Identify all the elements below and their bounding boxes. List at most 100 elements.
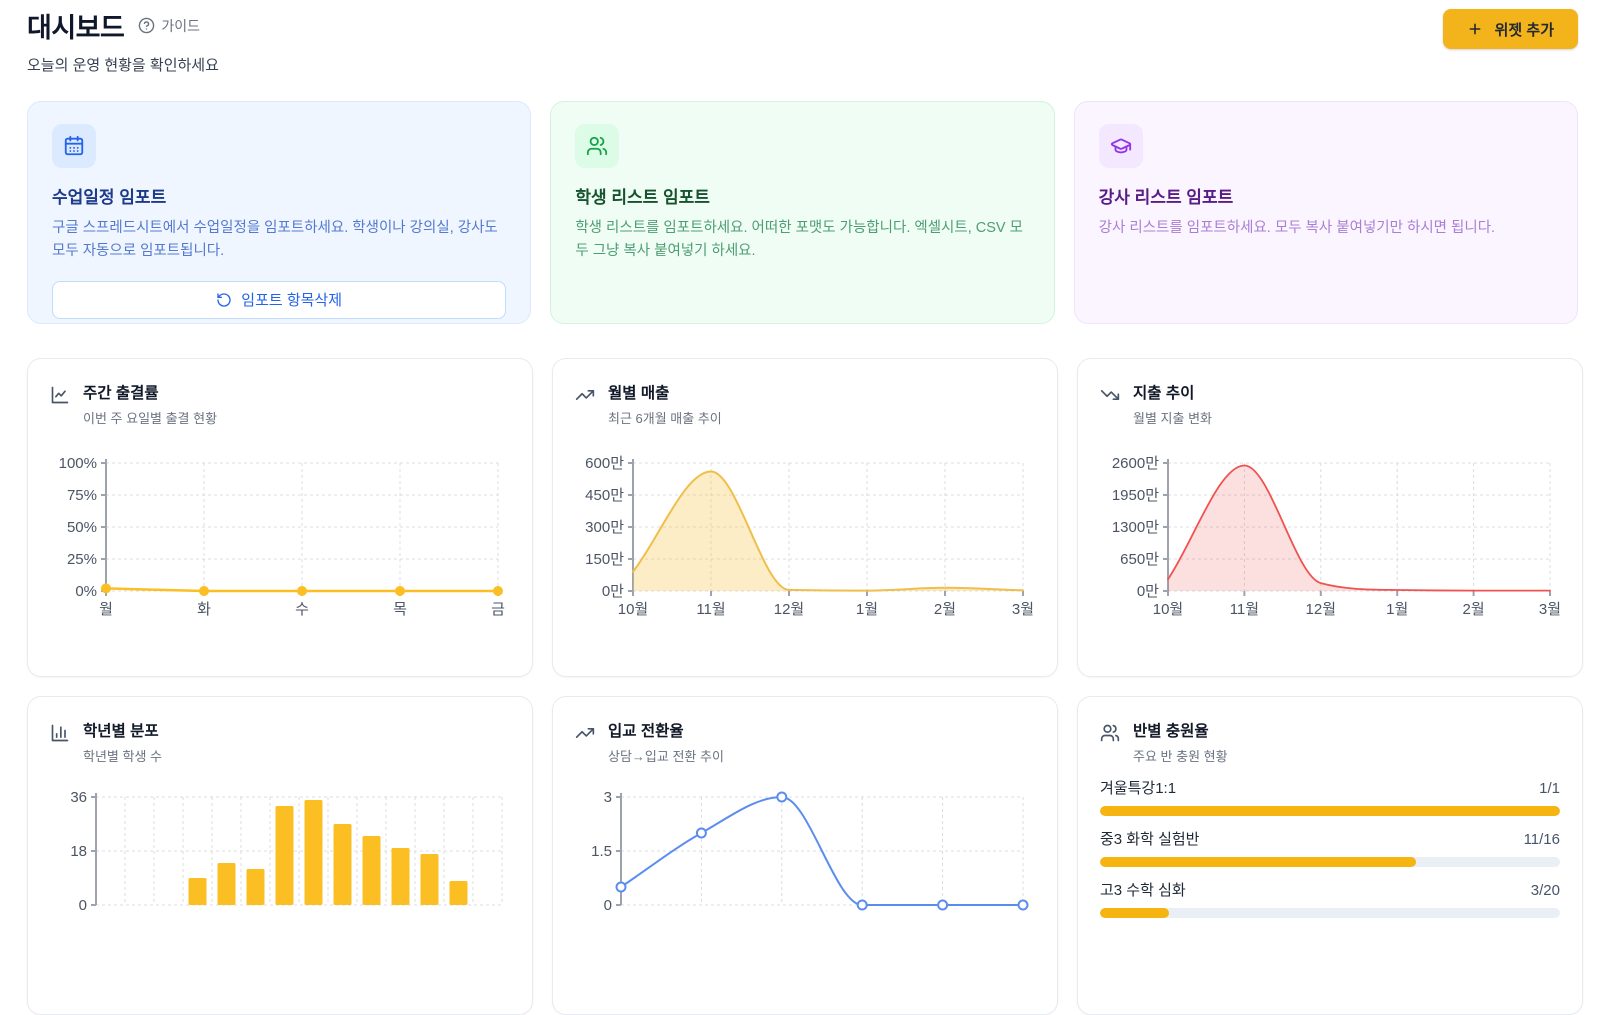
svg-text:3월: 3월 xyxy=(1012,601,1034,618)
trending-up-icon xyxy=(575,728,595,738)
svg-text:1월: 1월 xyxy=(1386,601,1408,618)
chart-card-expense-trend: 지출 추이 월별 지출 변화 0만 650만 1300만 1950만 2600만 10월 1… xyxy=(1077,358,1583,677)
plus-icon xyxy=(1469,23,1481,35)
svg-text:75%: 75% xyxy=(67,487,97,504)
svg-text:11월: 11월 xyxy=(1230,601,1259,618)
fill-rate-value: 3/20 xyxy=(1530,882,1560,899)
svg-text:2월: 2월 xyxy=(934,601,956,618)
svg-text:0만: 0만 xyxy=(1137,583,1159,600)
svg-text:0%: 0% xyxy=(75,583,97,600)
svg-text:12월: 12월 xyxy=(774,601,805,618)
chart-title: 지출 추이 xyxy=(1133,385,1195,402)
svg-text:50%: 50% xyxy=(67,519,97,536)
add-widget-button[interactable]: 위젯 추가 xyxy=(1442,9,1578,49)
svg-text:3: 3 xyxy=(604,789,612,806)
chart-title: 학년별 분포 xyxy=(83,723,159,740)
svg-text:300만: 300만 xyxy=(585,519,624,536)
fill-rate-value: 11/16 xyxy=(1523,831,1560,848)
svg-text:12월: 12월 xyxy=(1306,601,1337,618)
svg-text:화: 화 xyxy=(197,601,211,618)
svg-text:10월: 10월 xyxy=(618,601,649,618)
progress-bar-fill xyxy=(1100,806,1560,816)
progress-bar-fill xyxy=(1100,908,1169,918)
chart-subtitle: 이번 주 요일별 출결 현황 xyxy=(83,411,218,426)
page-subtitle: 오늘의 운영 현황을 확인하세요 xyxy=(27,57,219,74)
weekly-attendance-chart: 0% 25% 50% 75% 100% 월 화 수 목 금 xyxy=(59,455,505,618)
grade-distribution-chart: 0 18 36 xyxy=(70,789,503,914)
line-chart-icon xyxy=(51,386,69,404)
chart-subtitle: 최근 6개월 매출 추이 xyxy=(608,411,722,426)
svg-text:0만: 0만 xyxy=(602,583,624,600)
chart-title: 월별 매출 xyxy=(608,385,670,402)
page-title: 대시보드 xyxy=(27,13,125,43)
svg-text:150만: 150만 xyxy=(585,551,624,568)
svg-text:금: 금 xyxy=(491,601,505,618)
page-header: 대시보드 가이드 오늘의 운영 현황을 확인하세요 위젯 추가 xyxy=(27,6,1578,75)
svg-text:목: 목 xyxy=(393,601,407,618)
chart-card-conversion-rate: 입교 전환율 상담→입교 전환 추이 0 1.5 3 xyxy=(552,696,1058,1015)
svg-text:100%: 100% xyxy=(59,455,97,472)
import-card-description: 강사 리스트를 임포트하세요. 모두 복사 붙여넣기만 하시면 됩니다. xyxy=(1098,220,1496,236)
import-card-description: 학생 리스트를 임포트하세요. 어떠한 포맷도 가능합니다. 엑셀시트, CSV… xyxy=(575,220,1023,260)
guide-link[interactable]: 가이드 xyxy=(138,16,200,36)
bar-chart-icon xyxy=(51,724,69,742)
chart-title: 반별 충원율 xyxy=(1133,723,1209,740)
users-icon xyxy=(1100,724,1120,742)
svg-text:월: 월 xyxy=(99,601,113,618)
graduation-cap-icon xyxy=(1098,124,1143,168)
svg-text:25%: 25% xyxy=(67,551,97,568)
chart-title: 입교 전환율 xyxy=(608,723,684,740)
svg-text:1300만: 1300만 xyxy=(1112,519,1159,536)
import-card-description: 구글 스프레드시트에서 수업일정을 임포트하세요. 학생이나 강의실, 강사도 … xyxy=(52,220,498,260)
import-card-students: 학생 리스트 임포트 학생 리스트를 임포트하세요. 어떠한 포맷도 가능합니다… xyxy=(550,101,1055,324)
fill-rate-row: 고3 수학 심화 3/20 xyxy=(1100,879,1560,918)
svg-text:18: 18 xyxy=(70,843,87,860)
chart-subtitle: 주요 반 충원 현황 xyxy=(1133,749,1228,764)
svg-text:0: 0 xyxy=(79,897,87,914)
delete-import-items-button[interactable]: 임포트 항목삭제 xyxy=(52,280,507,319)
svg-text:450만: 450만 xyxy=(585,487,624,504)
trending-down-icon xyxy=(1100,390,1120,400)
monthly-sales-chart: 0만 150만 300만 450만 600만 10월 11월 12월 1월 2월 3월 xyxy=(585,455,1034,618)
chart-subtitle: 월별 지출 변화 xyxy=(1133,411,1212,426)
import-card-title: 학생 리스트 임포트 xyxy=(575,188,710,207)
calendar-icon xyxy=(52,124,96,168)
users-icon xyxy=(575,124,620,168)
svg-text:1950만: 1950만 xyxy=(1112,487,1159,504)
class-name: 겨울특강1:1 xyxy=(1100,780,1177,797)
class-name: 고3 수학 심화 xyxy=(1100,882,1186,899)
guide-label: 가이드 xyxy=(161,17,201,34)
svg-text:1.5: 1.5 xyxy=(591,843,612,860)
class-name: 중3 화학 실험반 xyxy=(1100,831,1200,848)
import-card-schedule: 수업일정 임포트 구글 스프레드시트에서 수업일정을 임포트하세요. 학생이나 … xyxy=(27,101,532,324)
fill-rate-list: 겨울특강1:1 1/1 중3 화학 실험반 11/16 고3 수학 심화 3/2… xyxy=(1100,777,1560,918)
svg-text:3월: 3월 xyxy=(1539,601,1560,618)
svg-text:10월: 10월 xyxy=(1153,601,1184,618)
svg-text:600만: 600만 xyxy=(585,455,624,472)
svg-text:0: 0 xyxy=(604,897,612,914)
chart-card-weekly-attendance: 주간 출결률 이번 주 요일별 출결 현황 0% 25% 50% 75% 100% 월 화 수… xyxy=(27,358,533,677)
chart-title: 주간 출결률 xyxy=(83,385,159,402)
chart-subtitle: 상담→입교 전환 추이 xyxy=(608,749,724,764)
progress-bar-fill xyxy=(1100,857,1417,867)
import-cards-row: 수업일정 임포트 구글 스프레드시트에서 수업일정을 임포트하세요. 학생이나 … xyxy=(27,101,1578,324)
import-card-title: 수업일정 임포트 xyxy=(52,188,167,207)
header-left: 대시보드 가이드 오늘의 운영 현황을 확인하세요 xyxy=(27,6,219,75)
fill-rate-value: 1/1 xyxy=(1539,780,1560,797)
rotate-ccw-icon xyxy=(217,293,231,307)
chart-cards-grid: 주간 출결률 이번 주 요일별 출결 현황 0% 25% 50% 75% 100% 월 화 수… xyxy=(27,358,1583,1015)
chart-card-monthly-sales: 월별 매출 최근 6개월 매출 추이 0만 150만 300만 450만 600만 10월… xyxy=(552,358,1058,677)
trending-up-icon xyxy=(575,390,595,400)
progress-bar-track xyxy=(1100,806,1560,816)
svg-text:650만: 650만 xyxy=(1120,551,1159,568)
svg-text:2600만: 2600만 xyxy=(1112,455,1159,472)
conversion-rate-chart: 01.53 xyxy=(591,789,1029,914)
fill-rate-row: 겨울특강1:1 1/1 xyxy=(1100,777,1560,816)
chart-card-class-fill-rate: 반별 충원율 주요 반 충원 현황 겨울특강1:1 1/1 중3 화학 실험반 … xyxy=(1077,696,1583,1015)
svg-text:수: 수 xyxy=(295,601,309,618)
svg-text:1월: 1월 xyxy=(856,601,878,618)
progress-bar-track xyxy=(1100,908,1560,918)
chart-card-grade-distribution: 학년별 분포 학년별 학생 수 0 18 36 xyxy=(27,696,533,1015)
svg-text:2월: 2월 xyxy=(1463,601,1485,618)
